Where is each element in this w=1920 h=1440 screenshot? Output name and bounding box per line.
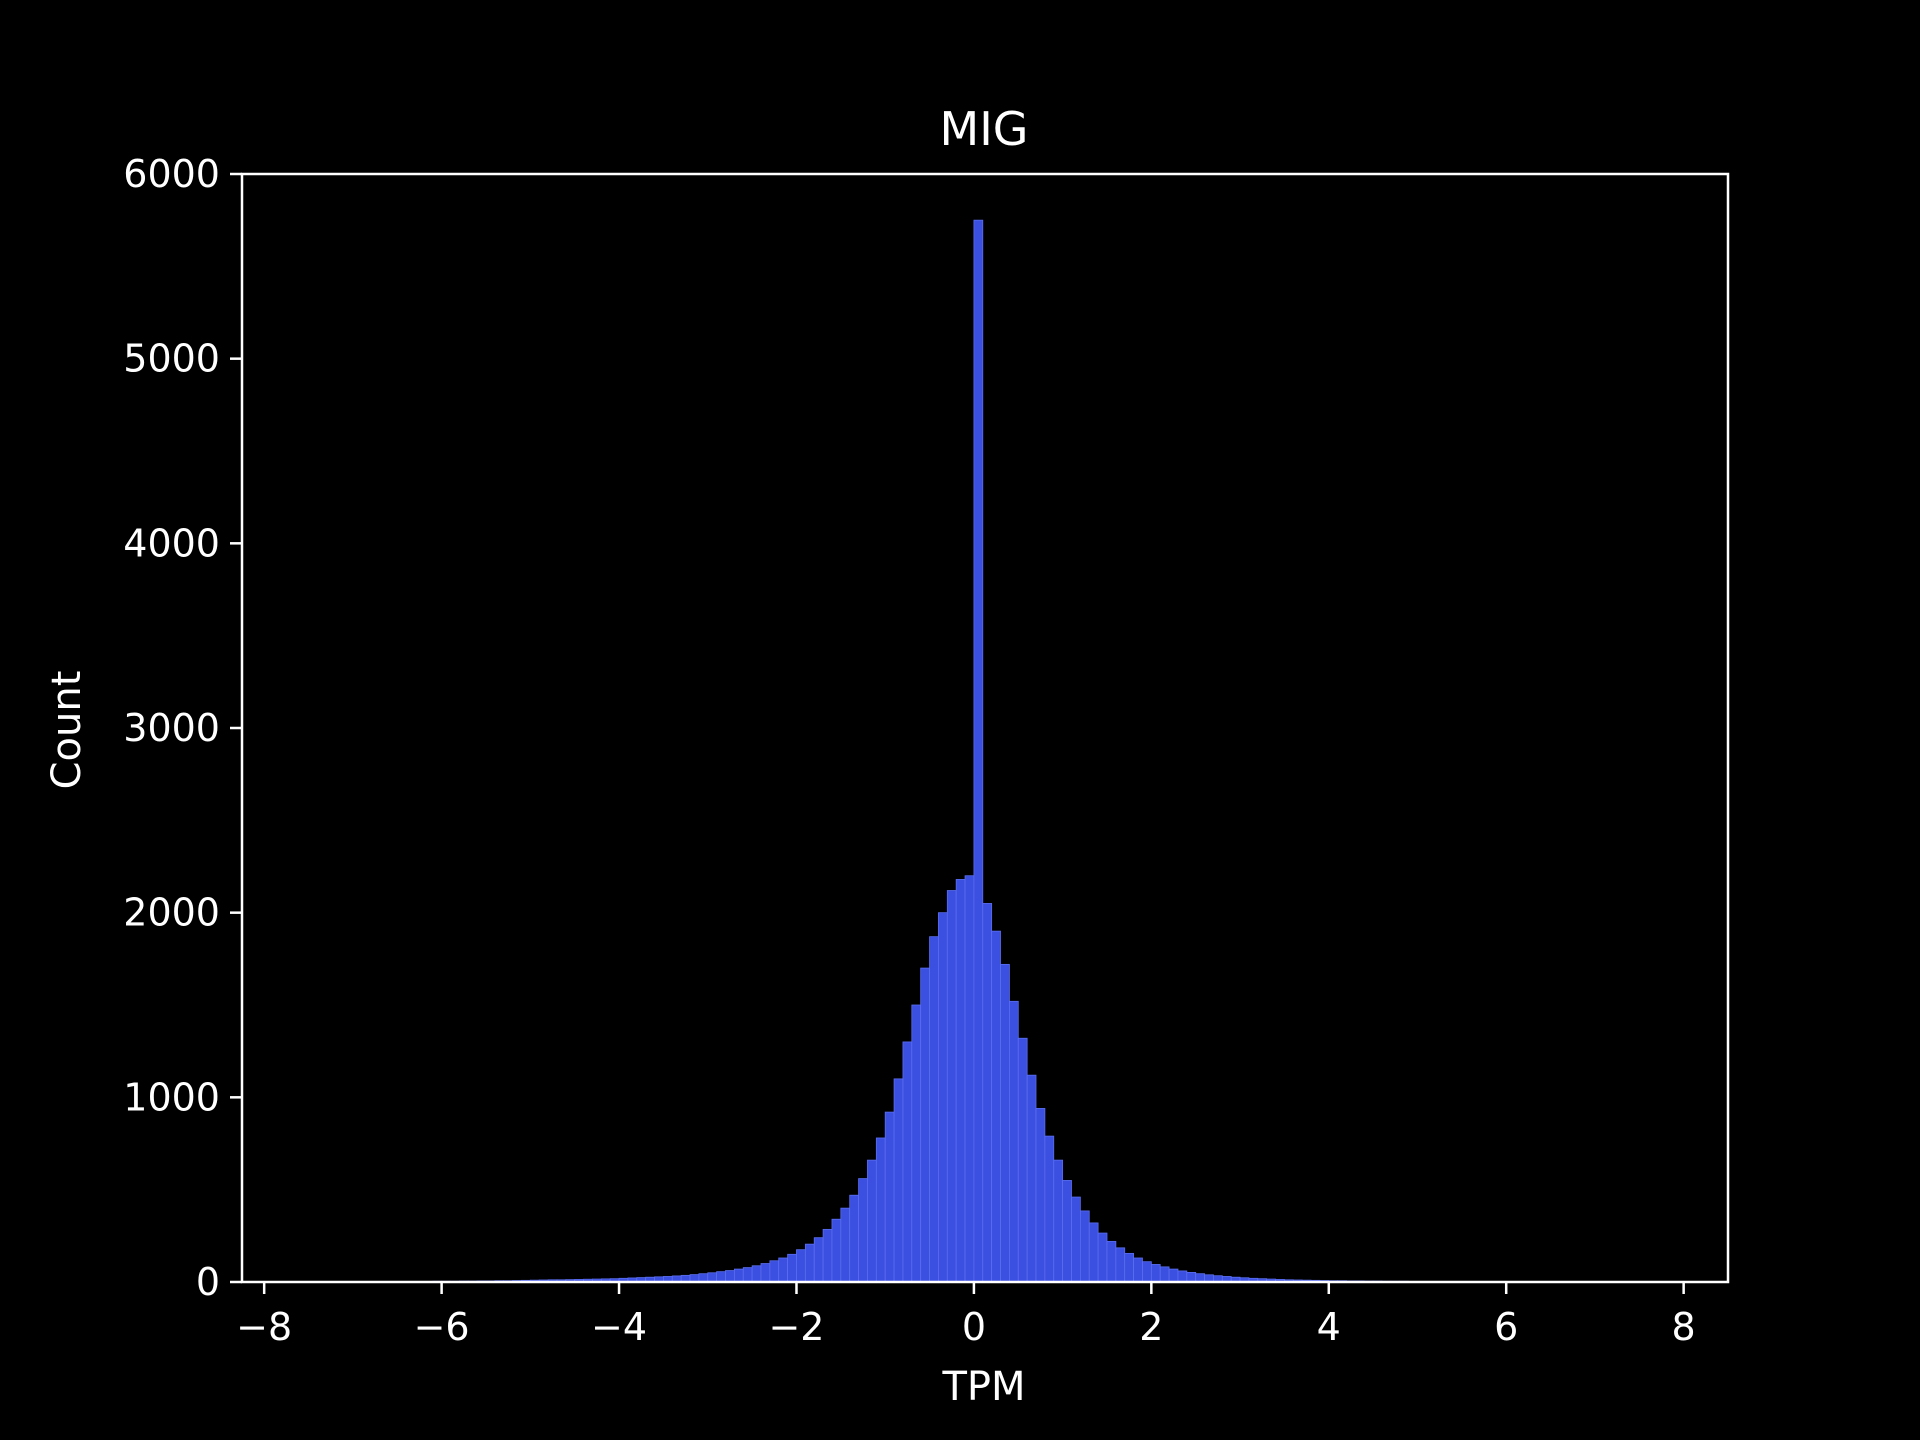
histogram-bar [902,1041,913,1283]
histogram-bar [875,1137,886,1283]
histogram-bar [1177,1270,1188,1283]
x-tick-label: −6 [414,1305,470,1349]
y-axis-label: Count [44,671,90,790]
x-tick-label: 8 [1672,1305,1696,1349]
y-tick-label: 5000 [123,337,220,381]
histogram-bar [1124,1252,1134,1283]
x-tick-label: 4 [1317,1305,1341,1349]
histogram-bar [1053,1159,1064,1283]
histogram-bar [973,219,984,1283]
histogram-bar [1000,963,1010,1283]
histogram-bar [796,1249,806,1283]
histogram-bar [938,912,948,1283]
histogram-bar [929,936,939,1283]
histogram-bar [707,1272,718,1283]
x-axis: −8 −6 −4 −2 0 2 4 6 8 [236,1282,1696,1349]
histogram-bar [1142,1261,1152,1283]
histogram-bar [716,1271,726,1283]
histogram-bar [751,1265,762,1283]
x-tick-label: −8 [236,1305,292,1349]
histogram-bar [884,1111,895,1283]
histogram-bar [1035,1108,1046,1283]
histogram-bar [769,1260,780,1283]
y-tick-label: 3000 [123,706,220,750]
y-axis: 0 1000 2000 3000 4000 5000 6000 [123,152,242,1304]
y-tick-label: 4000 [123,521,220,565]
histogram-bar [982,903,993,1283]
histogram-bar [733,1268,744,1283]
histogram-bar [1186,1272,1197,1283]
histogram-bar [1133,1257,1143,1283]
histogram-bar [804,1243,815,1283]
histogram-bar [964,875,975,1283]
histogram-bar [1026,1074,1037,1283]
histogram-bar [1017,1037,1028,1283]
histogram-bar [1168,1268,1179,1283]
histogram-bar [849,1194,859,1283]
histogram-bar [1106,1240,1117,1283]
histogram-bar [1150,1264,1161,1283]
x-tick-label: −4 [591,1305,647,1349]
histogram-bar [840,1207,851,1283]
histogram-bar [787,1253,797,1283]
x-tick-label: 2 [1139,1305,1163,1349]
y-tick-label: 0 [196,1260,220,1304]
histogram-bar [955,879,966,1283]
histogram-bar [813,1237,824,1283]
histogram-bar [1044,1135,1055,1283]
histogram-bar [1115,1247,1126,1283]
x-axis-label: TPM [941,1364,1025,1410]
histogram-bar [1009,1000,1019,1283]
y-tick-label: 2000 [123,891,220,935]
histogram-bar [911,1004,922,1283]
histogram-bar [867,1159,877,1283]
histogram-bar [725,1270,735,1283]
histogram-bar [858,1178,868,1283]
histogram-bar [822,1228,833,1283]
histogram-bar [1079,1210,1090,1283]
x-tick-label: −2 [768,1305,824,1349]
x-tick-label: 6 [1494,1305,1518,1349]
y-tick-label: 6000 [123,152,220,196]
chart-title: MIG [940,102,1029,156]
histogram-bar [893,1078,904,1283]
histogram-bar [1088,1222,1099,1283]
histogram-bar [778,1257,788,1283]
histogram-bar [1097,1232,1108,1283]
histogram-bar [742,1267,753,1283]
histogram-bar [991,930,1001,1283]
histogram-bar [1062,1180,1072,1283]
histogram-bar [831,1218,842,1283]
y-tick-label: 1000 [123,1075,220,1119]
x-tick-label: 0 [962,1305,986,1349]
histogram-bar [760,1263,771,1283]
histogram-bar [1159,1266,1170,1283]
histogram-bar [1071,1196,1081,1283]
histogram-bar [946,890,957,1283]
histogram-bar [920,967,930,1283]
